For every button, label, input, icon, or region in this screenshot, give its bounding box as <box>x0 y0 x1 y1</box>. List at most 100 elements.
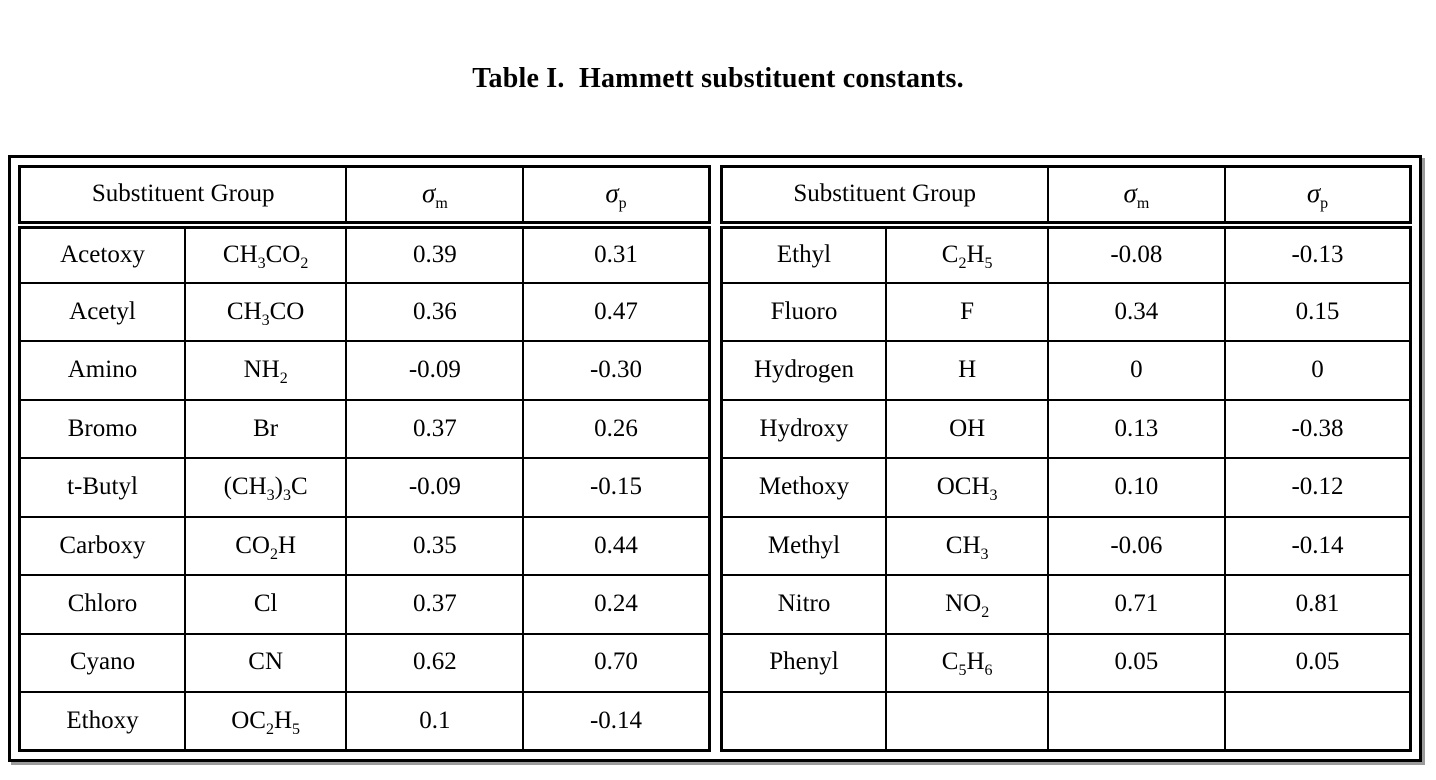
sigma-p-subscript: p <box>618 195 627 213</box>
sigma-symbol: σ <box>1123 178 1137 209</box>
table-row: Carboxy CO2H 0.35 0.44 <box>18 515 710 577</box>
formula-cell: F <box>885 281 1049 343</box>
sigma-m-cell: 0.05 <box>1046 632 1226 694</box>
right-table: Substituent Group σm σp Ethyl C2H5 -0.08… <box>719 165 1412 752</box>
table-row: Phenyl C5H6 0.05 0.05 <box>719 632 1412 694</box>
sigma-m-cell <box>1046 691 1226 752</box>
sigma-m-cell: -0.09 <box>345 340 525 401</box>
table-row: t-Butyl (CH3)3C -0.09 -0.15 <box>18 457 710 518</box>
substituent-name-cell: Nitro <box>719 574 888 635</box>
sigma-p-cell: 0.47 <box>522 281 710 343</box>
formula-cell: CH3CO <box>183 281 348 343</box>
sigma-m-cell: 0 <box>1046 340 1226 401</box>
substituent-name-cell: Hydroxy <box>719 398 888 460</box>
sigma-p-cell: -0.14 <box>522 691 710 752</box>
table-row <box>719 691 1412 752</box>
formula-cell: OC2H5 <box>183 691 348 752</box>
table-frame: Substituent Group σm σp Acetoxy CH3CO2 0… <box>8 155 1422 762</box>
table-row: Hydroxy OH 0.13 -0.38 <box>719 398 1412 460</box>
table-row: Methoxy OCH3 0.10 -0.12 <box>719 457 1412 518</box>
sigma-p-cell: 0.44 <box>522 515 710 577</box>
table-row: Ethoxy OC2H5 0.1 -0.14 <box>18 691 710 752</box>
formula-cell: OCH3 <box>885 457 1049 518</box>
sigma-p-cell: 0.81 <box>1223 574 1412 635</box>
table-row: Ethyl C2H5 -0.08 -0.13 <box>719 223 1412 284</box>
sigma-m-cell: 0.1 <box>345 691 525 752</box>
sigma-m-cell: 0.37 <box>345 398 525 460</box>
substituent-name-cell: Ethyl <box>719 223 888 284</box>
substituent-name-cell: Bromo <box>18 398 186 460</box>
table-row: Hydrogen H 0 0 <box>719 340 1412 401</box>
sigma-p-cell: 0.31 <box>522 223 710 284</box>
formula-cell: CH3CO2 <box>183 223 348 284</box>
group-header: Substituent Group <box>18 165 348 229</box>
sigma-p-cell <box>1223 691 1412 752</box>
sigma-p-subscript: p <box>1320 195 1329 213</box>
header-row: Substituent Group σm σp <box>720 165 1412 229</box>
formula-cell: OH <box>885 398 1049 460</box>
sigma-symbol: σ <box>422 178 436 209</box>
sigma-m-cell: 0.10 <box>1046 457 1226 518</box>
sigma-p-cell: 0.26 <box>522 398 710 460</box>
sigma-m-header: σm <box>1046 165 1226 229</box>
table-row: Bromo Br 0.37 0.26 <box>18 398 710 460</box>
sigma-p-cell: -0.30 <box>522 340 710 401</box>
substituent-name-cell: Cyano <box>18 632 186 694</box>
table-row: Amino NH2 -0.09 -0.30 <box>18 340 710 401</box>
substituent-name-cell: Hydrogen <box>719 340 888 401</box>
sigma-m-cell: 0.71 <box>1046 574 1226 635</box>
sigma-m-cell: -0.06 <box>1046 515 1226 577</box>
sigma-m-subscript: m <box>435 195 448 213</box>
sigma-symbol: σ <box>605 178 619 209</box>
sigma-m-subscript: m <box>1136 195 1150 213</box>
substituent-name-cell: Phenyl <box>719 632 888 694</box>
sigma-p-cell: -0.14 <box>1223 515 1412 577</box>
sigma-p-cell: 0.15 <box>1223 281 1412 343</box>
left-table: Substituent Group σm σp Acetoxy CH3CO2 0… <box>18 165 711 752</box>
sigma-m-cell: -0.08 <box>1046 223 1226 284</box>
group-header: Substituent Group <box>720 165 1049 229</box>
sigma-m-header: σm <box>345 165 525 229</box>
table-row: Chloro Cl 0.37 0.24 <box>18 574 710 635</box>
sigma-p-header: σp <box>1223 165 1412 229</box>
sigma-p-cell: -0.15 <box>522 457 710 518</box>
formula-cell: (CH3)3C <box>183 457 348 518</box>
formula-cell: NH2 <box>183 340 348 401</box>
substituent-name-cell: Methoxy <box>719 457 888 518</box>
table-title: Table I. Hammett substituent constants. <box>472 63 964 94</box>
formula-cell: Cl <box>183 574 348 635</box>
table-row: Acetyl CH3CO 0.36 0.47 <box>18 281 710 343</box>
formula-cell: H <box>885 340 1049 401</box>
substituent-name-cell: Amino <box>18 340 186 401</box>
sigma-m-cell: 0.35 <box>345 515 525 577</box>
sigma-m-cell: 0.36 <box>345 281 525 343</box>
formula-cell: CH3 <box>885 515 1049 577</box>
sigma-p-cell: 0 <box>1223 340 1412 401</box>
substituent-name-cell: Chloro <box>18 574 186 635</box>
formula-cell: C5H6 <box>885 632 1049 694</box>
substituent-name-cell: Acetyl <box>18 281 186 343</box>
sigma-m-cell: 0.37 <box>345 574 525 635</box>
table-row: Cyano CN 0.62 0.70 <box>18 632 710 694</box>
sigma-p-cell: -0.12 <box>1223 457 1412 518</box>
substituent-name-cell: t-Butyl <box>18 457 186 518</box>
sigma-p-cell: 0.70 <box>522 632 710 694</box>
table-row: Acetoxy CH3CO2 0.39 0.31 <box>18 223 710 284</box>
header-row: Substituent Group σm σp <box>18 165 710 229</box>
substituent-name-cell: Fluoro <box>719 281 888 343</box>
sigma-m-cell: -0.09 <box>345 457 525 518</box>
substituent-name-cell <box>719 691 888 752</box>
sigma-m-cell: 0.62 <box>345 632 525 694</box>
formula-cell <box>885 691 1049 752</box>
sigma-p-cell: -0.13 <box>1223 223 1412 284</box>
sigma-p-header: σp <box>522 165 710 229</box>
sigma-m-cell: 0.39 <box>345 223 525 284</box>
substituent-name-cell: Methyl <box>719 515 888 577</box>
formula-cell: CO2H <box>183 515 348 577</box>
substituent-name-cell: Ethoxy <box>18 691 186 752</box>
sigma-m-cell: 0.13 <box>1046 398 1226 460</box>
table-row: Nitro NO2 0.71 0.81 <box>719 574 1412 635</box>
sigma-p-cell: 0.05 <box>1223 632 1412 694</box>
sigma-p-cell: 0.24 <box>522 574 710 635</box>
formula-cell: CN <box>183 632 348 694</box>
